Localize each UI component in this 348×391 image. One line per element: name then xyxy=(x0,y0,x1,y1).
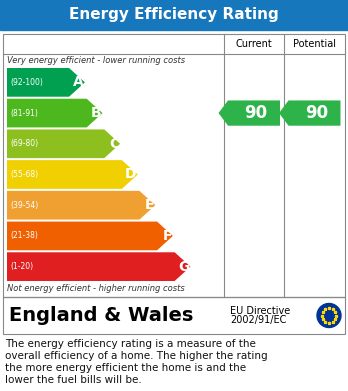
Text: Very energy efficient - lower running costs: Very energy efficient - lower running co… xyxy=(7,56,185,65)
Text: lower the fuel bills will be.: lower the fuel bills will be. xyxy=(5,375,142,385)
Text: F: F xyxy=(163,229,172,243)
Text: (69-80): (69-80) xyxy=(10,139,38,148)
Text: the more energy efficient the home is and the: the more energy efficient the home is an… xyxy=(5,363,246,373)
Text: (21-38): (21-38) xyxy=(10,231,38,240)
Text: (55-68): (55-68) xyxy=(10,170,38,179)
Text: A: A xyxy=(73,75,84,90)
Text: 90: 90 xyxy=(305,104,328,122)
Text: (81-91): (81-91) xyxy=(10,109,38,118)
Circle shape xyxy=(317,303,341,328)
Text: 90: 90 xyxy=(244,104,268,122)
Polygon shape xyxy=(7,222,173,250)
Text: B: B xyxy=(91,106,102,120)
Bar xyxy=(3,34,345,297)
Text: (1-20): (1-20) xyxy=(10,262,33,271)
Text: EU Directive: EU Directive xyxy=(230,305,290,316)
Polygon shape xyxy=(7,160,138,189)
Polygon shape xyxy=(7,191,155,220)
Text: overall efficiency of a home. The higher the rating: overall efficiency of a home. The higher… xyxy=(5,351,268,361)
Text: D: D xyxy=(125,167,137,181)
Polygon shape xyxy=(219,100,280,126)
Text: (39-54): (39-54) xyxy=(10,201,38,210)
Text: G: G xyxy=(178,260,189,274)
Polygon shape xyxy=(7,99,103,127)
Text: (92-100): (92-100) xyxy=(10,78,43,87)
Text: Current: Current xyxy=(236,39,272,49)
Bar xyxy=(0,0,348,30)
Text: The energy efficiency rating is a measure of the: The energy efficiency rating is a measur… xyxy=(5,339,256,349)
Polygon shape xyxy=(7,252,190,281)
Text: Potential: Potential xyxy=(293,39,336,49)
Text: 2002/91/EC: 2002/91/EC xyxy=(230,316,286,325)
Text: E: E xyxy=(145,198,154,212)
Polygon shape xyxy=(7,129,120,158)
Text: England & Wales: England & Wales xyxy=(9,306,193,325)
Polygon shape xyxy=(279,100,340,126)
Polygon shape xyxy=(7,68,85,97)
Text: Energy Efficiency Rating: Energy Efficiency Rating xyxy=(69,7,279,23)
Text: C: C xyxy=(109,137,119,151)
Text: Not energy efficient - higher running costs: Not energy efficient - higher running co… xyxy=(7,284,185,293)
Bar xyxy=(3,297,345,334)
